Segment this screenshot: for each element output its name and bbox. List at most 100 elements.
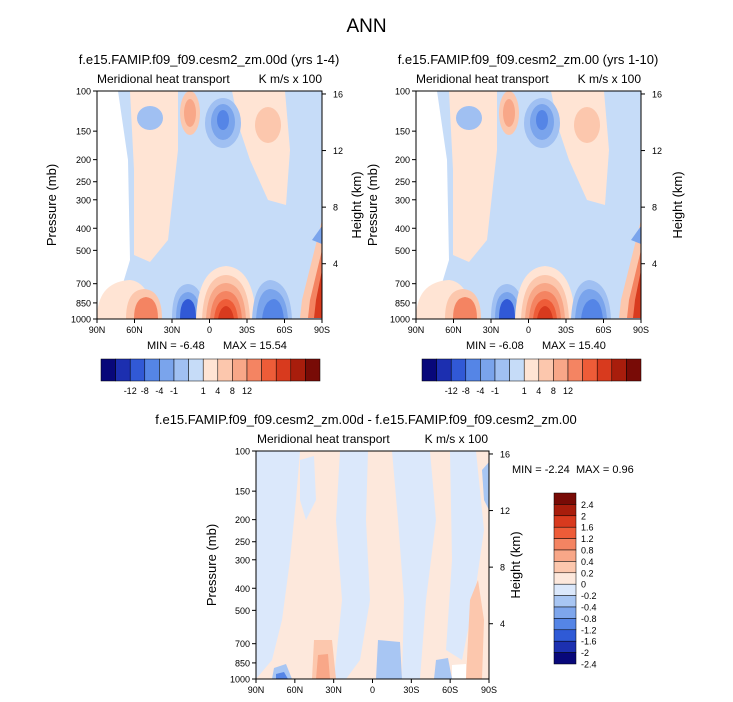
colorbar-label: 1.6: [581, 523, 594, 533]
x-tick-label: 60N: [287, 685, 304, 695]
colorbar-swatch: [553, 652, 577, 665]
colorbar-swatch: [202, 358, 219, 382]
colorbar-swatch: [173, 358, 189, 382]
colorbar-label: -1.2: [581, 625, 597, 635]
page-title: ANN: [346, 16, 387, 37]
panel-2-x-ticks: 90N 60N 30N 0 30S 60S 90S: [408, 319, 649, 335]
colorbar-swatch: [553, 595, 577, 608]
panel-3-colorbar: 2.42 1.61.2 0.80.40.2 0-0.2 -0.4-0.8-1.2 -1.6…: [553, 492, 597, 670]
height-tick-label: 8: [500, 563, 505, 573]
x-tick-label: 30N: [164, 325, 181, 335]
colorbar-label: -0.4: [581, 603, 597, 613]
y-tick-label: 1000: [390, 315, 410, 325]
panel-1-min-label: MIN = -6.48: [147, 340, 205, 352]
colorbar-swatch: [626, 358, 642, 382]
panel-1-subtitle-right: K m/s x 100: [259, 72, 323, 86]
y-tick-label: 100: [395, 87, 410, 97]
x-tick-label: 60S: [442, 685, 458, 695]
colorbar-label: 0.8: [581, 546, 594, 556]
panel-2-right-axis-label: Height (km): [670, 171, 685, 238]
colorbar-label: -1: [170, 386, 178, 396]
y-tick-label: 300: [395, 195, 410, 205]
colorbar-label: 8: [230, 386, 235, 396]
colorbar-swatch: [509, 358, 525, 382]
colorbar-swatch: [232, 358, 248, 382]
colorbar-label: 1.2: [581, 534, 594, 544]
colorbar-swatch: [596, 358, 613, 382]
height-tick-label: 12: [333, 146, 343, 156]
x-tick-label: 0: [370, 685, 375, 695]
colorbar-swatch: [305, 358, 321, 382]
panel-3-max-label: MAX = 0.96: [576, 464, 634, 476]
y-tick-label: 1000: [230, 675, 250, 685]
y-tick-label: 500: [76, 246, 91, 256]
x-tick-label: 30S: [558, 325, 574, 335]
panel-2-height-ticks: 16 12 8 4: [641, 89, 662, 269]
panel-3-y-ticks: 100 150 200 250 300 400 500 700 850 1000: [230, 447, 256, 685]
height-tick-label: 8: [333, 203, 338, 213]
panel-3-right-axis-label: Height (km): [508, 531, 523, 598]
panel-3-height-ticks: 16 12 8 4: [489, 449, 510, 629]
y-tick-label: 400: [76, 224, 91, 234]
colorbar-swatch: [553, 629, 577, 642]
colorbar-swatch: [553, 504, 577, 517]
height-tick-label: 4: [500, 619, 505, 629]
x-tick-label: 0: [207, 325, 212, 335]
x-tick-label: 30N: [325, 685, 342, 695]
panel-2-min-label: MIN = -6.08: [466, 340, 524, 352]
colorbar-swatch: [553, 640, 577, 653]
colorbar-swatch: [421, 358, 437, 382]
colorbar-swatch: [611, 358, 627, 382]
x-tick-label: 90S: [633, 325, 649, 335]
height-tick-label: 16: [500, 449, 510, 459]
colorbar-label: -4: [476, 386, 484, 396]
y-tick-label: 250: [76, 177, 91, 187]
y-tick-label: 500: [395, 246, 410, 256]
colorbar-label: -8: [462, 386, 470, 396]
y-tick-label: 700: [395, 279, 410, 289]
colorbar-swatch: [538, 358, 554, 382]
height-tick-label: 4: [333, 259, 338, 269]
y-tick-label: 700: [76, 279, 91, 289]
panel-2-y-axis-label: Pressure (mb): [365, 164, 380, 246]
colorbar-label: 4: [536, 386, 541, 396]
colorbar-swatch: [129, 358, 146, 382]
height-tick-label: 16: [652, 89, 662, 99]
colorbar-swatch: [553, 358, 569, 382]
colorbar-label: 0: [581, 580, 586, 590]
panel-2: f.e15.FAMIP.f09_f09.cesm2_zm.00 (yrs 1-1…: [365, 52, 685, 396]
colorbar-swatch: [582, 358, 598, 382]
x-tick-label: 90S: [314, 325, 330, 335]
x-tick-label: 90N: [89, 325, 106, 335]
colorbar-label: 8: [551, 386, 556, 396]
colorbar-label: 0.4: [581, 557, 594, 567]
y-tick-label: 700: [235, 639, 250, 649]
colorbar-swatch: [553, 561, 577, 574]
y-tick-label: 500: [235, 606, 250, 616]
colorbar-label: -0.8: [581, 614, 597, 624]
x-tick-label: 90S: [481, 685, 497, 695]
colorbar-swatch: [480, 358, 496, 382]
y-tick-label: 400: [395, 224, 410, 234]
panel-1-y-axis-label: Pressure (mb): [44, 164, 59, 246]
colorbar-swatch: [450, 358, 467, 382]
colorbar-label: 1: [201, 386, 206, 396]
panel-1-colorbar: -12 -8 -4 -1 1 4 8 12: [100, 358, 321, 396]
y-tick-label: 150: [395, 127, 410, 137]
panel-1-y-ticks: 100 150 200 250 300 400 500 700 850 1000: [71, 87, 97, 325]
panel-1-field: [97, 91, 322, 319]
y-tick-label: 150: [235, 487, 250, 497]
colorbar-label: -8: [141, 386, 149, 396]
colorbar-swatch: [553, 618, 577, 631]
colorbar-swatch: [261, 358, 277, 382]
panel-1-subtitle-left: Meridional heat transport: [97, 72, 230, 86]
panel-2-subtitle-right: K m/s x 100: [578, 72, 642, 86]
colorbar-label: 1: [522, 386, 527, 396]
colorbar-swatch: [523, 358, 540, 382]
colorbar-swatch: [553, 549, 577, 562]
x-tick-label: 90N: [248, 685, 265, 695]
y-tick-label: 100: [76, 87, 91, 97]
x-tick-label: 30N: [483, 325, 500, 335]
colorbar-swatch: [553, 515, 577, 528]
